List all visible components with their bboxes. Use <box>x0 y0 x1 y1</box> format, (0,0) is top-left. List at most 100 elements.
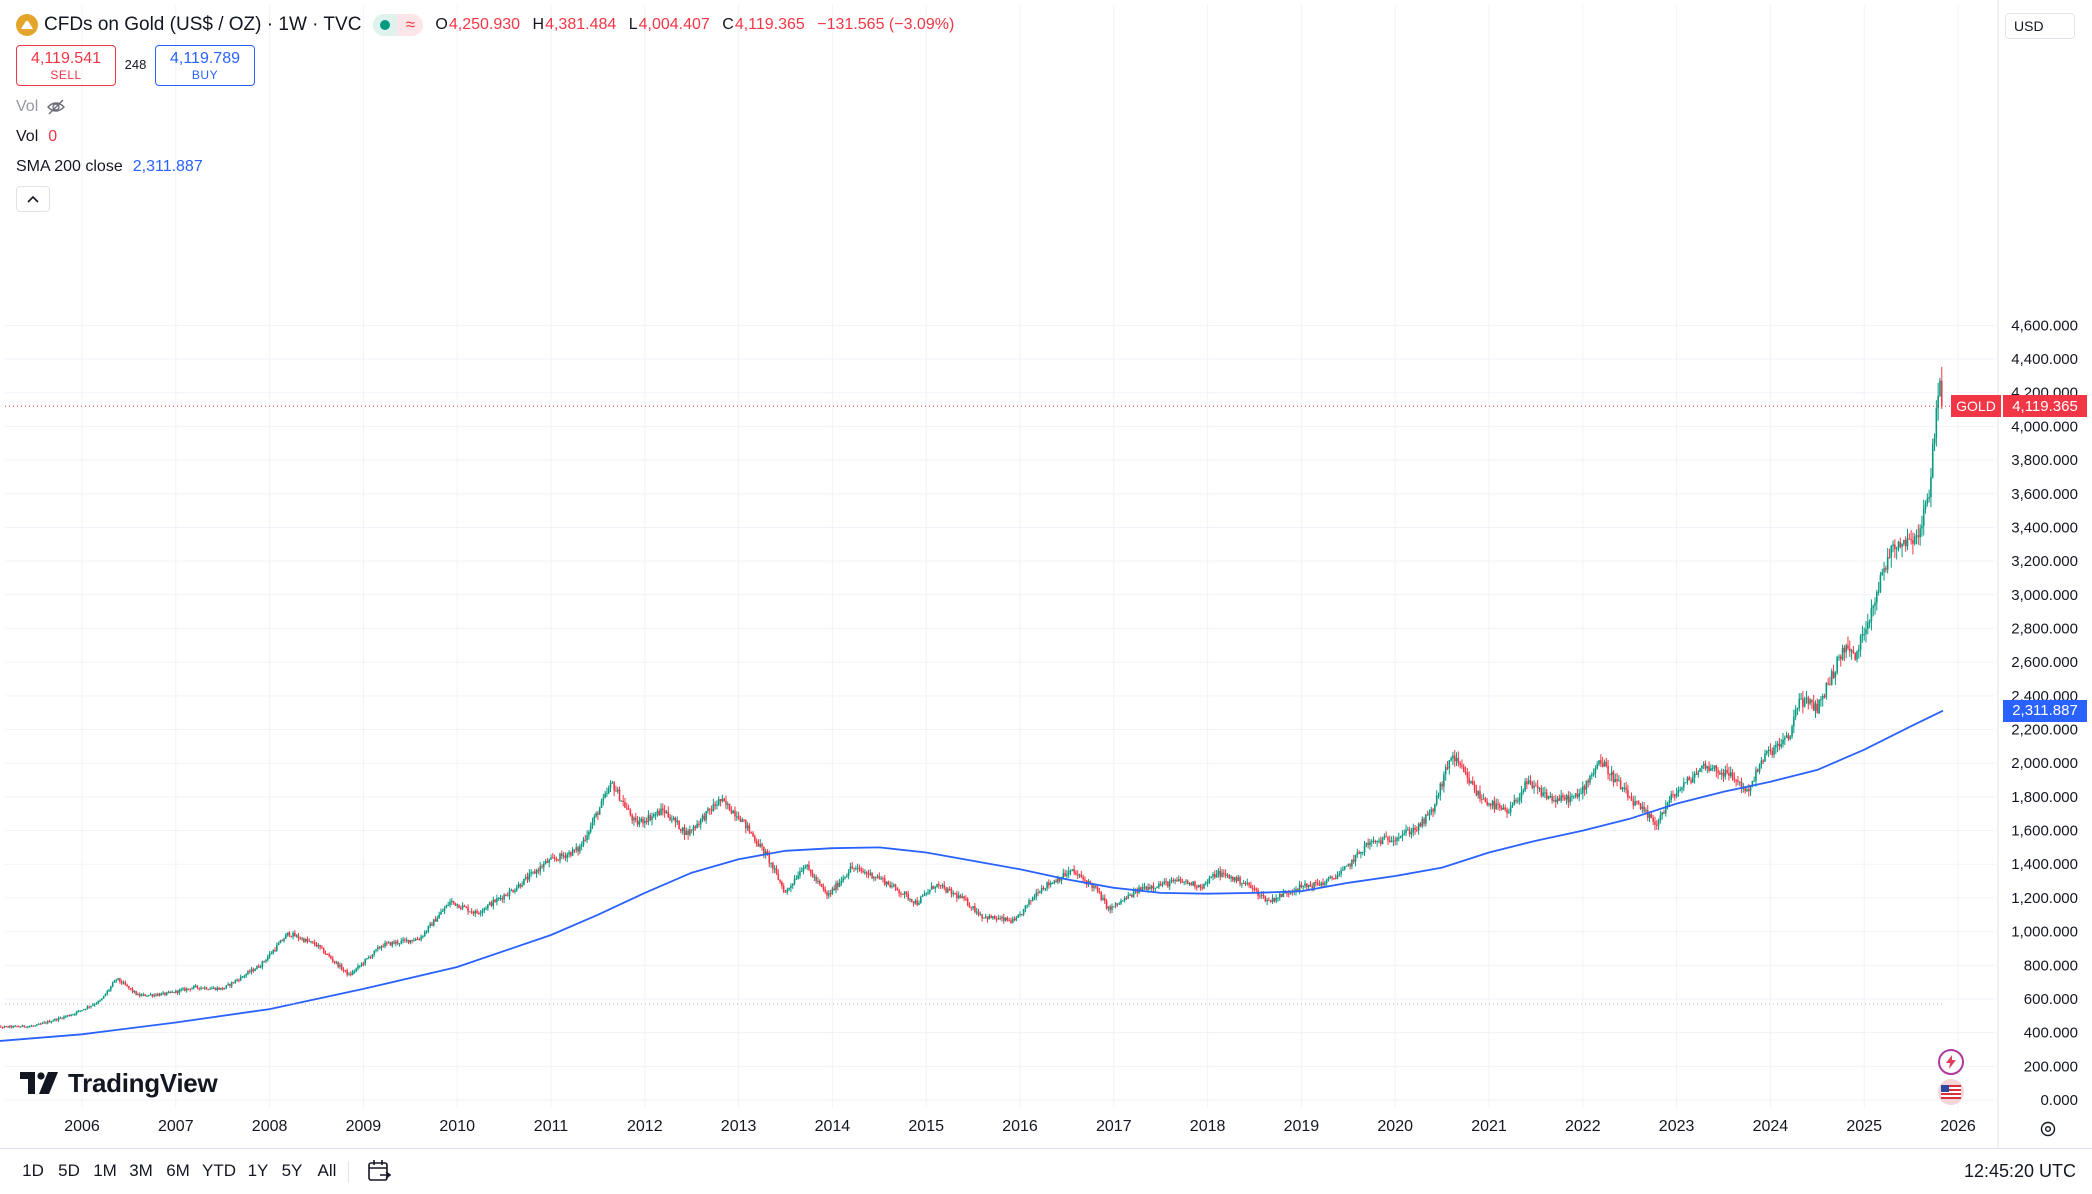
range-1m-button[interactable]: 1M <box>93 1161 117 1180</box>
candle-body <box>627 808 630 810</box>
range-3m-button[interactable]: 3M <box>129 1161 153 1180</box>
candle-body <box>1636 801 1638 803</box>
eye-crossed-icon[interactable] <box>46 99 66 115</box>
candle-body <box>1345 865 1348 867</box>
candle-body <box>501 897 504 900</box>
candle-body <box>1333 878 1335 880</box>
candle-body <box>957 895 960 899</box>
candle-body <box>14 1025 17 1027</box>
candle-body <box>1430 809 1433 813</box>
candle-body <box>786 889 789 893</box>
candle-body <box>1560 795 1562 801</box>
range-5d-button[interactable]: 5D <box>58 1161 80 1180</box>
symbol-title[interactable]: CFDs on Gold (US$ / OZ) · 1W · TVC <box>44 14 362 35</box>
candle-body <box>1513 799 1516 806</box>
candle-body <box>1937 396 1939 409</box>
candle-body <box>1282 892 1285 897</box>
candle-body <box>606 793 608 795</box>
candle-body <box>211 988 213 990</box>
price-chart[interactable]: 0.000 200.000 400.000 600.000 800.000 1,000.0… <box>0 0 2092 1148</box>
candle-body <box>862 870 864 873</box>
candle-body <box>1385 836 1387 838</box>
candle-body <box>54 1018 56 1021</box>
range-5y-button[interactable]: 5Y <box>281 1161 303 1180</box>
candle-body <box>647 815 650 823</box>
indicator-vol-hidden[interactable]: Vol <box>16 96 66 118</box>
range-1d-button[interactable]: 1D <box>22 1161 44 1180</box>
candle-body <box>1841 647 1844 660</box>
candle-body <box>873 877 875 879</box>
candle-body <box>90 1005 92 1007</box>
currency-selector[interactable]: USD <box>2005 13 2075 39</box>
candle-body <box>891 885 893 888</box>
candle-body <box>252 969 255 971</box>
candle-body <box>380 946 383 949</box>
indicator-vol[interactable]: Vol 0 <box>16 126 57 148</box>
candle-body <box>672 817 675 821</box>
candle-body <box>651 816 653 821</box>
candle-body <box>175 990 177 993</box>
candle-body <box>1434 804 1436 812</box>
candle-body <box>1076 874 1079 876</box>
candle-body <box>1775 745 1777 748</box>
candle-body <box>1042 887 1045 889</box>
sma-200-line[interactable] <box>0 709 1944 1042</box>
collapse-legend-button[interactable] <box>16 186 50 212</box>
candle-body <box>1522 790 1525 792</box>
candle-body <box>19 1026 22 1028</box>
x-tick-label: 2025 <box>1846 1118 1882 1135</box>
flash-icon[interactable] <box>1938 1049 1964 1075</box>
range-all-button[interactable]: All <box>317 1161 337 1180</box>
candle-body <box>1484 798 1487 802</box>
candle-body <box>160 993 163 996</box>
market-status[interactable]: ≈ <box>373 14 424 36</box>
range-6m-button[interactable]: 6M <box>166 1161 190 1180</box>
utc-clock[interactable]: 12:45:20 UTC <box>1963 1160 2076 1181</box>
us-flag-icon[interactable] <box>1938 1079 1964 1105</box>
candle-body <box>36 1024 38 1026</box>
symbol-legend[interactable]: CFDs on Gold (US$ / OZ) · 1W · TVC ≈ O4,… <box>16 12 955 38</box>
candle-body <box>68 1015 71 1017</box>
calendar-icon[interactable] <box>366 1158 392 1189</box>
candle-body <box>699 818 702 825</box>
candle-body <box>842 878 845 881</box>
candle-body <box>1625 787 1627 790</box>
candle-body <box>1351 859 1353 867</box>
candle-body <box>1735 780 1737 782</box>
candle-body <box>557 859 560 861</box>
y-tick-label: 3,000.000 <box>2011 587 2078 604</box>
candle-body <box>165 992 168 995</box>
candle-body <box>1506 809 1508 814</box>
candle-body <box>1897 541 1900 549</box>
candle-body <box>452 900 455 903</box>
candle-body <box>1823 695 1826 698</box>
candle-body <box>1773 747 1775 755</box>
candle-body <box>413 940 415 942</box>
candle-body <box>238 979 240 981</box>
candle-body <box>865 872 868 874</box>
candle-body <box>104 994 107 996</box>
candle-body <box>1398 837 1400 839</box>
candle-body <box>497 897 500 899</box>
candle-body <box>1847 645 1849 649</box>
range-1y-button[interactable]: 1Y <box>247 1161 269 1180</box>
candle-body <box>844 876 846 879</box>
candle-body <box>458 904 460 908</box>
candle-body <box>1455 757 1458 762</box>
candle-body <box>1396 837 1398 842</box>
candle-body <box>432 919 435 926</box>
candle-body <box>209 988 211 990</box>
candle-body <box>1053 880 1056 883</box>
candle-body <box>371 954 374 958</box>
time-axis-settings-icon[interactable] <box>2037 1118 2059 1140</box>
range-ytd-button[interactable]: YTD <box>202 1161 236 1180</box>
candle-body <box>521 885 523 887</box>
tradingview-logo[interactable]: TradingView <box>20 1068 218 1098</box>
candle-body <box>746 825 749 829</box>
candle-body <box>72 1014 74 1016</box>
candle-body <box>804 866 807 868</box>
candle-body <box>1605 761 1608 766</box>
buy-button[interactable]: 4,119.789 BUY <box>155 45 255 86</box>
indicator-sma[interactable]: SMA 200 close 2,311.887 <box>16 156 203 178</box>
sell-button[interactable]: 4,119.541 SELL <box>16 45 116 86</box>
